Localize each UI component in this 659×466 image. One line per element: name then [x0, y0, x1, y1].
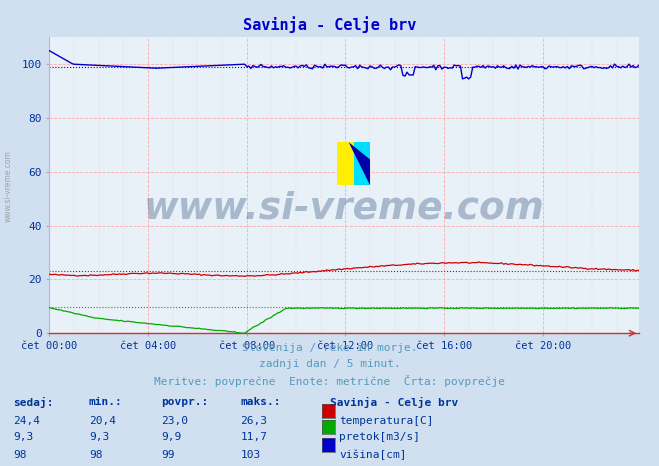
- Text: temperatura[C]: temperatura[C]: [339, 416, 434, 425]
- Text: 24,4: 24,4: [13, 416, 40, 425]
- Text: povpr.:: povpr.:: [161, 397, 209, 407]
- Text: 103: 103: [241, 450, 261, 459]
- Text: Savinja - Celje brv: Savinja - Celje brv: [243, 16, 416, 33]
- Text: sedaj:: sedaj:: [13, 397, 53, 408]
- Text: www.si-vreme.com: www.si-vreme.com: [144, 191, 545, 227]
- Text: pretok[m3/s]: pretok[m3/s]: [339, 432, 420, 442]
- Text: Slovenija / reke in morje.: Slovenija / reke in morje.: [242, 343, 417, 352]
- Text: 99: 99: [161, 450, 175, 459]
- Text: min.:: min.:: [89, 397, 123, 407]
- Bar: [354, 142, 370, 185]
- Polygon shape: [349, 142, 370, 185]
- Text: Savinja - Celje brv: Savinja - Celje brv: [330, 397, 458, 408]
- Text: 98: 98: [89, 450, 102, 459]
- Text: 23,0: 23,0: [161, 416, 188, 425]
- Text: www.si-vreme.com: www.si-vreme.com: [3, 151, 13, 222]
- Text: maks.:: maks.:: [241, 397, 281, 407]
- Text: zadnji dan / 5 minut.: zadnji dan / 5 minut.: [258, 359, 401, 369]
- Text: 20,4: 20,4: [89, 416, 116, 425]
- Text: 9,3: 9,3: [89, 432, 109, 442]
- Text: 11,7: 11,7: [241, 432, 268, 442]
- Text: višina[cm]: višina[cm]: [339, 450, 407, 460]
- Bar: [337, 142, 354, 185]
- Text: 9,9: 9,9: [161, 432, 182, 442]
- Text: Meritve: povprečne  Enote: metrične  Črta: povprečje: Meritve: povprečne Enote: metrične Črta:…: [154, 375, 505, 387]
- Text: 98: 98: [13, 450, 26, 459]
- Text: 26,3: 26,3: [241, 416, 268, 425]
- Text: 9,3: 9,3: [13, 432, 34, 442]
